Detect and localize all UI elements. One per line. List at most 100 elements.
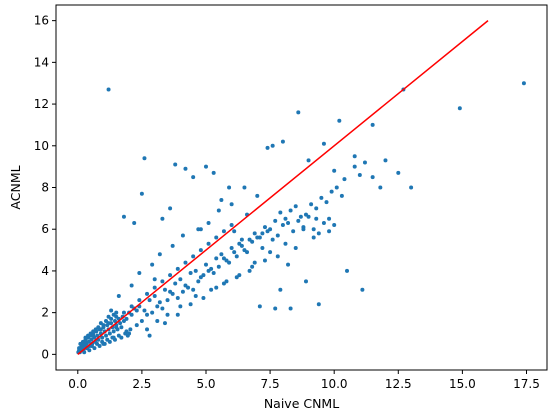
scatter-point <box>119 335 124 340</box>
scatter-point <box>311 235 316 240</box>
scatter-point <box>91 333 96 338</box>
scatter-point <box>232 250 237 255</box>
scatter-point <box>250 264 255 269</box>
scatter-point <box>203 164 208 169</box>
y-tick-label: 10 <box>34 139 49 153</box>
scatter-point <box>273 218 278 223</box>
scatter-point <box>145 291 150 296</box>
scatter-point <box>142 308 147 313</box>
y-axis-label: ACNML <box>8 165 23 209</box>
scatter-point <box>124 329 129 334</box>
scatter-point <box>345 268 350 273</box>
scatter-point <box>216 208 221 213</box>
scatter-point <box>203 262 208 267</box>
scatter-point <box>293 204 298 209</box>
scatter-point <box>111 335 116 340</box>
scatter-point <box>170 243 175 248</box>
scatter-point <box>114 310 119 315</box>
x-tick-label: 5.0 <box>196 377 215 391</box>
scatter-point <box>362 160 367 165</box>
scatter-point <box>314 206 319 211</box>
x-tick-label: 7.5 <box>261 377 280 391</box>
x-tick-label: 17.5 <box>513 377 540 391</box>
scatter-point <box>170 291 175 296</box>
scatter-point <box>134 308 139 313</box>
scatter-point <box>100 335 105 340</box>
scatter-point <box>286 262 291 267</box>
scatter-point <box>139 318 144 323</box>
scatter-point <box>247 268 252 273</box>
scatter-point <box>155 318 160 323</box>
scatter-point <box>270 143 275 148</box>
scatter-point <box>118 321 123 326</box>
scatter-point <box>227 185 232 190</box>
scatter-point <box>112 318 117 323</box>
scatter-point <box>311 227 316 232</box>
scatter-point <box>234 275 239 280</box>
scatter-point <box>98 327 103 332</box>
scatter-point <box>211 271 216 276</box>
scatter-point <box>173 162 178 167</box>
scatter-point <box>242 185 247 190</box>
scatter-point <box>239 243 244 248</box>
scatter-point <box>191 175 196 180</box>
scatter-point <box>119 325 124 330</box>
scatter-point <box>278 287 283 292</box>
points-layer <box>76 81 526 355</box>
scatter-point <box>178 304 183 309</box>
scatter-point <box>329 189 334 194</box>
scatter-point <box>260 245 265 250</box>
scatter-point <box>114 314 119 319</box>
scatter-point <box>409 185 414 190</box>
scatter-point <box>191 254 196 259</box>
scatter-point <box>321 220 326 225</box>
scatter-point <box>114 325 119 330</box>
scatter-point <box>168 206 173 211</box>
scatter-point <box>250 239 255 244</box>
scatter-point <box>201 273 206 278</box>
scatter-point <box>206 268 211 273</box>
scatter-point <box>157 300 162 305</box>
scatter-point <box>298 214 303 219</box>
scatter-point <box>252 260 257 265</box>
scatter-point <box>186 285 191 290</box>
scatter-point <box>168 273 173 278</box>
plot-area <box>56 5 547 370</box>
scatter-point <box>145 327 150 332</box>
scatter-point <box>314 216 319 221</box>
scatter-point <box>216 264 221 269</box>
y-tick-label: 2 <box>41 306 49 320</box>
scatter-point <box>219 252 224 257</box>
scatter-point <box>101 323 106 328</box>
scatter-point <box>145 312 150 317</box>
scatter-point <box>327 216 332 221</box>
scatter-point <box>306 158 311 163</box>
scatter-point <box>370 175 375 180</box>
scatter-point <box>262 258 267 263</box>
scatter-point <box>193 293 198 298</box>
scatter-point <box>97 344 102 349</box>
scatter-point <box>327 229 332 234</box>
x-tick-label: 12.5 <box>385 377 412 391</box>
scatter-point <box>188 302 193 307</box>
scatter-point <box>306 214 311 219</box>
scatter-point <box>337 118 342 123</box>
scatter-point <box>303 279 308 284</box>
x-axis-label: Naive CNML <box>264 396 339 411</box>
scatter-point <box>229 202 234 207</box>
scatter-point <box>211 170 216 175</box>
scatter-point <box>321 141 326 146</box>
scatter-point <box>270 237 275 242</box>
scatter-point <box>152 277 157 282</box>
scatter-point <box>160 306 165 311</box>
scatter-point <box>316 231 321 236</box>
y-tick-label: 4 <box>41 264 49 278</box>
scatter-point <box>165 298 170 303</box>
scatter-point <box>121 310 126 315</box>
scatter-point <box>339 193 344 198</box>
y-tick-label: 14 <box>34 55 49 69</box>
scatter-point <box>150 262 155 267</box>
scatter-point <box>124 316 129 321</box>
scatter-point <box>150 310 155 315</box>
